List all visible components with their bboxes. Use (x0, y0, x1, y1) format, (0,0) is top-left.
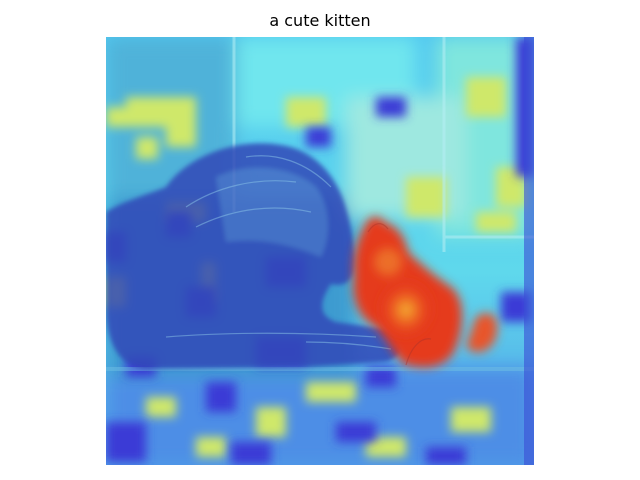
figure-title: a cute kitten (269, 11, 371, 30)
heatmap-overlay-picture (106, 37, 534, 465)
heatmap-image (106, 37, 534, 465)
